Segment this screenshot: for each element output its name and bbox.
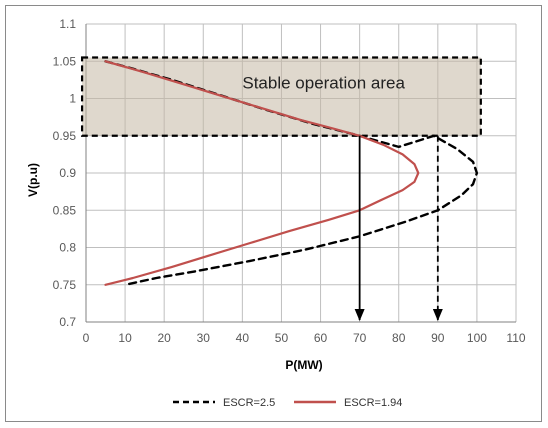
- stable-region-label: Stable operation area: [242, 74, 405, 93]
- x-tick-label: 110: [506, 331, 525, 345]
- y-axis-label: V(p.u): [26, 163, 40, 197]
- x-tick-label: 100: [467, 331, 487, 345]
- stable-region-box: [80, 56, 482, 137]
- legend-label-2: ESCR=1.94: [344, 397, 402, 409]
- y-tick-label: 0.95: [53, 129, 77, 143]
- tick-labels: 0 10 20 30 40 50 60 70 80 90 100 110 0.7 0.75 0.8 0.85 0…: [53, 17, 526, 345]
- y-tick-label: 0.7: [59, 315, 76, 329]
- x-tick-label: 50: [275, 331, 289, 345]
- x-tick-label: 40: [236, 331, 250, 345]
- x-tick-label: 30: [197, 331, 211, 345]
- y-tick-label: 0.8: [59, 241, 76, 255]
- x-tick-label: 60: [314, 331, 328, 345]
- legend: ESCR=2.5 ESCR=1.94: [173, 397, 402, 409]
- x-tick-label: 70: [353, 331, 367, 345]
- series-group: [104, 60, 479, 286]
- y-tick-label: 0.75: [53, 278, 77, 292]
- y-tick-label: 1: [69, 92, 76, 106]
- arrow-group: [354, 135, 443, 321]
- series-line-2: [104, 60, 420, 286]
- pv-curve-chart: Stable operation area 0 10 20 30 40 50 60 70 80 9…: [26, 17, 526, 409]
- y-tick-label: 0.85: [53, 203, 77, 217]
- x-tick-label: 0: [83, 331, 90, 345]
- chart-frame: Stable operation area 0 10 20 30 40 50 60 70 80 9…: [5, 5, 542, 422]
- y-tick-label: 0.9: [59, 166, 76, 180]
- x-tick-label: 20: [158, 331, 172, 345]
- x-tick-label: 80: [392, 331, 406, 345]
- legend-label-1: ESCR=2.5: [223, 397, 275, 409]
- x-axis-label: P(MW): [285, 358, 322, 372]
- stable-region-group: Stable operation area: [80, 56, 482, 137]
- y-tick-label: 1.05: [53, 54, 77, 68]
- x-tick-label: 90: [431, 331, 445, 345]
- y-tick-label: 1.1: [59, 17, 76, 31]
- x-tick-label: 10: [118, 331, 132, 345]
